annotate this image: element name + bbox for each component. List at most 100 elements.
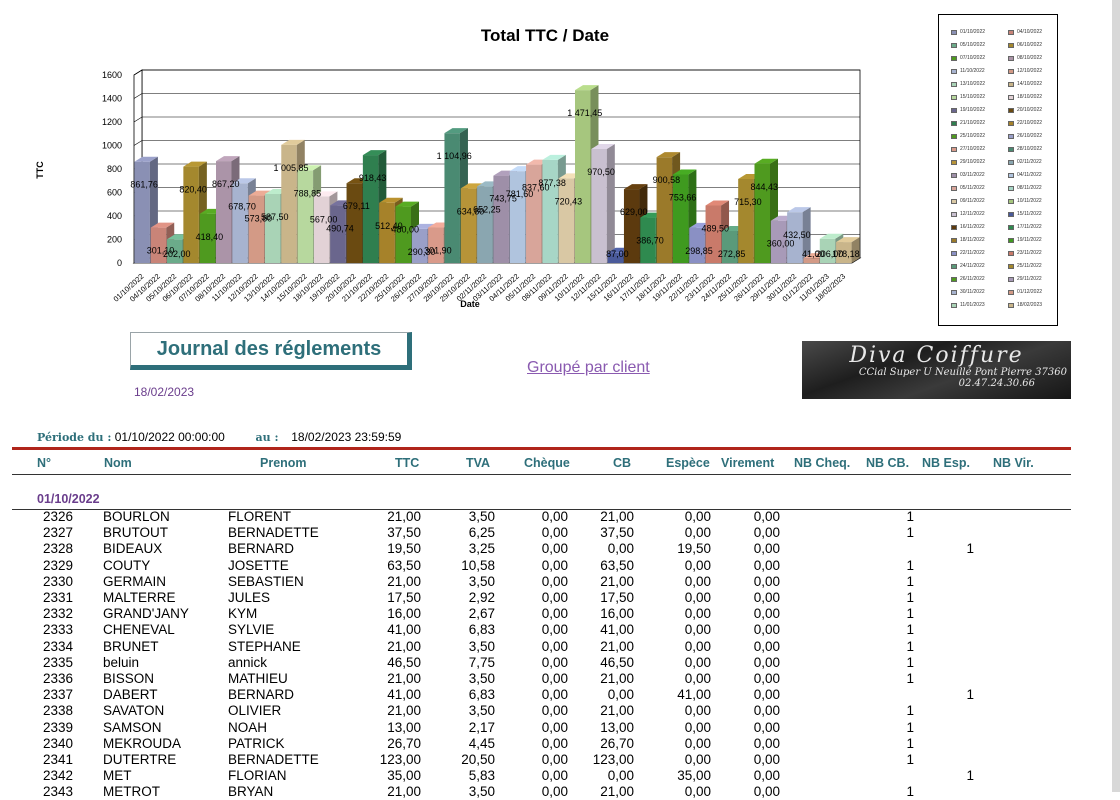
cell-n: 2338 <box>42 703 73 719</box>
legend-label: 11/01/2023 <box>960 302 985 308</box>
cell-tva: 20,50 <box>461 752 495 767</box>
bar <box>836 237 860 263</box>
bar-value-label: 418,40 <box>196 232 224 242</box>
bar-value-label: 41,00 <box>802 249 825 259</box>
cell-n: 2330 <box>42 573 73 589</box>
cell-espece: 0,00 <box>684 654 711 670</box>
cell-nb-cb: 1 <box>906 735 914 751</box>
bar-top <box>183 161 207 167</box>
bar-front <box>754 163 771 263</box>
table-row: 2331 MALTERRE JULES 17,50 2,92 0,00 17,50 0,00 0… <box>0 590 1071 606</box>
bar-top <box>232 178 256 184</box>
legend-item: 27/10/2022 <box>951 147 985 156</box>
bar-value-label: 678,70 <box>228 201 256 211</box>
col-header-nb-vir: NB Vir. <box>993 456 1034 470</box>
bar-front <box>183 166 199 263</box>
cell-espece: 0,00 <box>684 752 711 767</box>
cell-ttc: 37,50 <box>387 525 421 541</box>
bar-front <box>656 157 673 263</box>
table-row: 2333 CHENEVAL SYLVIE 41,00 6,83 0,00 41,00 0,00… <box>0 622 1071 638</box>
cell-nb-cb: 1 <box>906 525 914 541</box>
legend-label: 26/10/2022 <box>1017 133 1043 139</box>
legend-item: 23/11/2022 <box>1008 251 1042 260</box>
legend-item: 28/10/2022 <box>1008 147 1042 156</box>
table-row: 2329 COUTY JOSETTE 63,50 10,58 0,00 63,50 0,00 0… <box>0 558 1071 574</box>
table-row: 2334 BRUNET STEPHANE 21,00 3,50 0,00 21,00 0,00… <box>0 639 1071 655</box>
legend-swatch <box>951 160 957 165</box>
bar-side <box>802 207 811 263</box>
bar-value-label: 480,00 <box>391 225 419 235</box>
legend-item: 22/10/2022 <box>1008 121 1042 130</box>
bar-top <box>656 152 681 158</box>
bar-value-label: 788,85 <box>294 188 322 198</box>
legend-label: 12/11/2022 <box>960 211 985 217</box>
legend-item: 07/10/2022 <box>951 56 985 65</box>
legend-swatch <box>1008 303 1014 308</box>
cell-espece: 0,00 <box>684 719 711 735</box>
cell-cb: 123,00 <box>592 752 634 767</box>
table-row: 2332 GRAND'JANY KYM 16,00 2,67 0,00 16,00 0,00 0… <box>0 606 1071 622</box>
legend-label: 24/11/2022 <box>960 263 985 269</box>
cell-cb: 21,00 <box>600 638 634 654</box>
cell-nom: SAMSON <box>103 719 162 735</box>
table-row: 2337 DABERT BERNARD 41,00 6,83 0,00 0,00 41,00 0… <box>0 687 1071 703</box>
table-row: 2335 beluin annick 46,50 7,75 0,00 46,50 0,00 0,… <box>0 655 1071 671</box>
cell-nb-cb: 1 <box>906 622 914 638</box>
legend-swatch <box>951 43 957 48</box>
cell-tva: 6,83 <box>468 622 495 638</box>
legend-label: 16/11/2022 <box>960 224 985 230</box>
cell-virement: 0,00 <box>753 768 780 784</box>
period-to-label: au : <box>255 431 279 444</box>
legend-label: 23/11/2022 <box>1017 250 1042 256</box>
cell-n: 2337 <box>42 687 73 703</box>
period-line: Période du : 01/10/2022 00:00:00 au : 18… <box>37 430 401 444</box>
cell-tva: 4,45 <box>468 735 495 751</box>
y-tick-label: 1200 <box>102 117 122 127</box>
legend-swatch <box>951 290 957 295</box>
legend-item: 22/11/2022 <box>951 251 985 260</box>
legend-item: 03/11/2022 <box>951 173 985 182</box>
bar-value-label: 301,90 <box>424 246 452 256</box>
cell-prenom: BERNARD <box>228 687 295 703</box>
table-row: 2339 SAMSON NOAH 13,00 2,17 0,00 13,00 0,00 0,00… <box>0 720 1071 736</box>
cell-cheque: 0,00 <box>541 590 568 605</box>
cell-tva: 2,67 <box>468 606 495 622</box>
bar-top <box>819 233 844 239</box>
header-bottom-rule <box>12 474 1071 475</box>
bar-front <box>721 230 738 263</box>
legend-item: 14/10/2022 <box>1008 82 1042 91</box>
col-header-tva: TVA <box>466 456 491 470</box>
legend-item: 21/10/2022 <box>951 121 985 130</box>
cell-cb: 17,50 <box>600 590 634 605</box>
table-row: 2336 BISSON MATHIEU 21,00 3,50 0,00 21,00 0,00 0… <box>0 671 1071 687</box>
table-row: 2330 GERMAIN SEBASTIEN 21,00 3,50 0,00 21,00 0,… <box>0 574 1071 590</box>
grouped-by-client-link[interactable]: Groupé par client <box>527 359 650 376</box>
bar-top <box>134 156 158 162</box>
cell-virement: 0,00 <box>753 654 780 670</box>
cell-espece: 41,00 <box>677 687 711 703</box>
cell-nom: BRUTOUT <box>103 525 169 541</box>
legend-label: 01/12/2022 <box>1017 289 1043 295</box>
cell-virement: 0,00 <box>753 509 780 524</box>
cell-n: 2326 <box>42 509 73 524</box>
cell-prenom: OLIVIER <box>228 703 282 719</box>
cell-espece: 0,00 <box>684 557 711 573</box>
bar-top <box>362 150 387 156</box>
cell-tva: 5,83 <box>468 768 495 784</box>
cell-tva: 3,50 <box>468 784 495 800</box>
bar-front <box>770 220 787 263</box>
bar-front <box>623 189 640 263</box>
chart-legend: 01/10/2022 04/10/2022 05/10/2022 06/10/2022… <box>938 14 1058 326</box>
legend-swatch <box>1008 56 1014 61</box>
bar-front <box>526 164 542 263</box>
cell-cheque: 0,00 <box>541 638 568 654</box>
cell-nb-esp: 1 <box>966 687 974 703</box>
bar-value-label: 634,80 <box>457 206 485 216</box>
bar-top <box>215 156 240 162</box>
legend-item: 20/10/2022 <box>1008 108 1042 117</box>
bar-top <box>297 165 322 171</box>
cell-virement: 0,00 <box>753 784 780 800</box>
cell-cb: 21,00 <box>600 573 634 589</box>
y-tick-label: 0 <box>117 258 122 268</box>
legend-item: 12/10/2022 <box>1008 69 1042 78</box>
